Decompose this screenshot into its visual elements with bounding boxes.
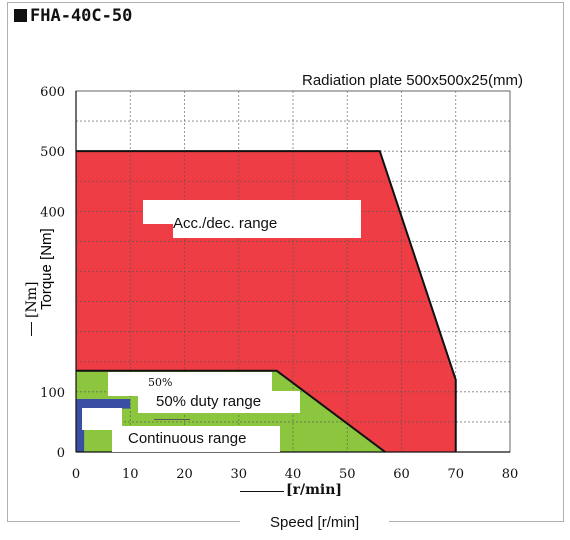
y-tick-label-400: 400	[40, 205, 65, 220]
x-axis-unit-label: [r/min]	[240, 482, 342, 498]
x-tick-label-40: 40	[285, 467, 302, 482]
y-tick-label-0: 0	[57, 446, 65, 461]
continuous-range-text: Continuous range	[128, 430, 247, 447]
square-bullet-icon	[14, 9, 27, 22]
region-2	[76, 399, 131, 452]
y-axis-unit-label: [Nm]	[24, 282, 40, 336]
x-tick-label-10: 10	[122, 467, 139, 482]
acc-dec-boundary	[76, 150, 457, 452]
y-tick-label-500: 500	[40, 145, 65, 160]
y-tick-label-600: 600	[40, 85, 65, 100]
x-axis-label: Speed [r/min]	[240, 514, 390, 531]
x-tick-label-60: 60	[393, 467, 410, 482]
duty-boundary	[76, 369, 386, 453]
x-tick-label-80: 80	[502, 467, 519, 482]
x-tick-label-50: 50	[339, 467, 356, 482]
acc-dec-range-text: Acc./dec. range	[173, 215, 278, 232]
x-tick-label-20: 20	[176, 467, 193, 482]
y-axis-label: Torque [Nm]	[38, 228, 55, 310]
radiation-note: Radiation plate 500x500x25(mm)	[300, 72, 525, 89]
x-tick-label-70: 70	[447, 467, 464, 482]
x-tick-label-0: 0	[72, 467, 80, 482]
model-title-text: FHA-40C-50	[30, 6, 133, 26]
model-title: FHA-40C-50	[14, 6, 132, 26]
y-tick-label-100: 100	[40, 386, 65, 401]
duty-range-text: 50% duty range	[156, 393, 262, 410]
x-tick-label-30: 30	[230, 467, 247, 482]
duty-percent-text: 50%	[148, 376, 173, 389]
